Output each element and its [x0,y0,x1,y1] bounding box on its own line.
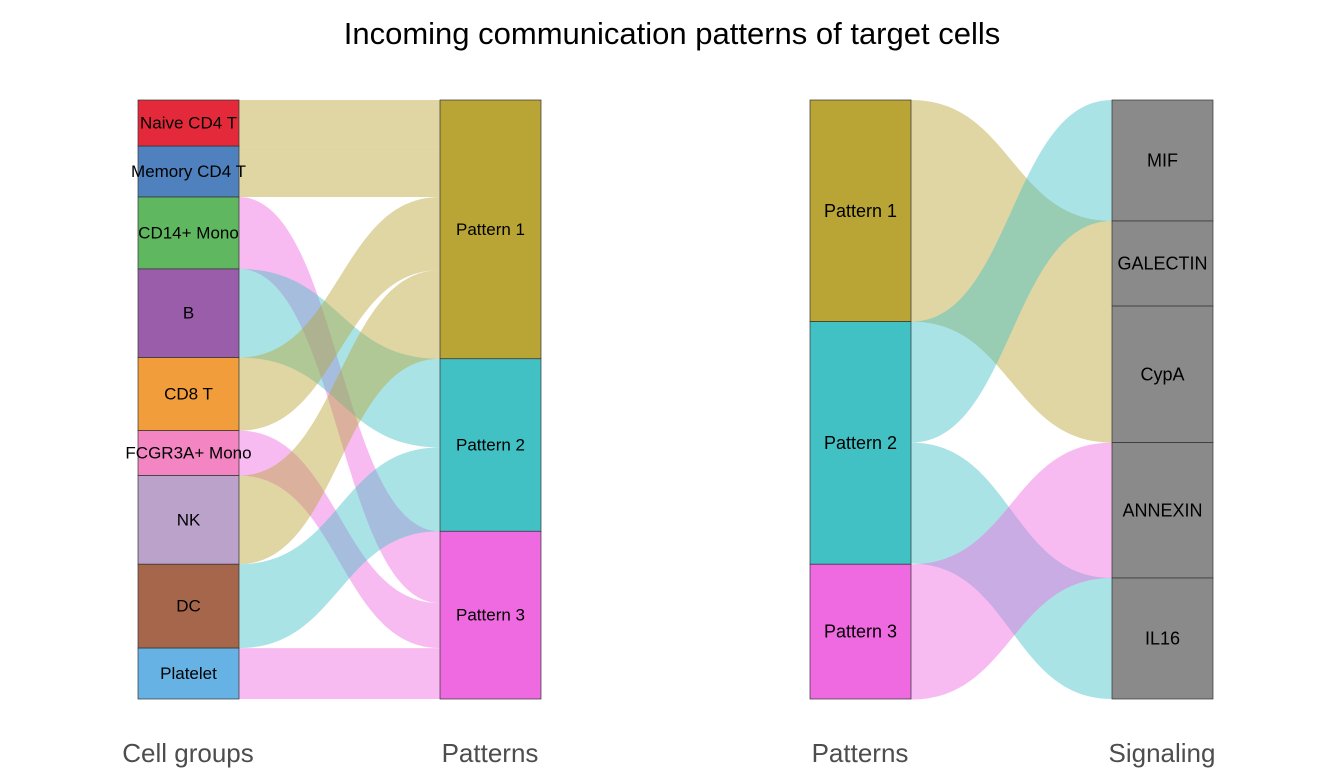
cell-group-platelet: Platelet [137,647,240,700]
left-pattern-2-label: Pattern 2 [456,436,525,455]
cell-group-nk-box [137,475,240,565]
signaling-cypa-label: CypA [1140,364,1184,384]
right-pattern-1-label: Pattern 1 [824,201,897,221]
left-flows-layer [239,100,440,699]
signaling-il16: IL16 [1111,577,1214,700]
signaling-cypa: CypA [1111,305,1214,443]
axis-label-cell-groups: Cell groups [122,738,254,768]
left-pattern-2: Pattern 2 [439,358,542,532]
flow-cd8-t-to-pattern-1 [239,197,440,431]
axis-label-signaling: Signaling [1108,738,1216,768]
cell-group-naive-cd4-t-label: Naive CD4 T [140,114,237,133]
cell-group-memory-cd4-t-label: Memory CD4 T [131,162,246,181]
cell-group-cd8-t-box [137,357,240,431]
signaling-cypa-box [1111,305,1214,443]
cell-group-dc: DC [137,563,240,649]
flow-platelet-to-pattern-3 [239,648,440,699]
flow-pattern-2-to-mif [911,100,1112,443]
cell-group-naive-cd4-t-box [137,99,240,147]
left-pattern-2-box [439,358,542,532]
cell-group-nk: NK [137,475,240,565]
cell-group-nk-label: NK [177,510,201,529]
flow-b-to-pattern-2 [239,268,440,448]
signaling-galectin-label: GALECTIN [1117,254,1207,274]
cell-group-dc-box [137,563,240,649]
signaling-annexin: ANNEXIN [1111,442,1214,579]
signaling-galectin: GALECTIN [1111,220,1214,307]
right-pattern-1: Pattern 1 [809,99,912,322]
cell-group-memory-cd4-t-box [137,145,240,198]
axis-label-patterns-left: Patterns [441,738,539,768]
signaling-annexin-box [1111,442,1214,579]
cell-group-b-box [137,268,240,358]
signaling-mif-box [1111,99,1214,222]
cell-group-cd8-t-label: CD8 T [164,385,213,404]
flow-memory-cd4-t-to-pattern-1 [239,146,440,198]
right-pattern-3: Pattern 3 [809,563,912,700]
cell-group-fcgr3a-mono-label: FCGR3A+ Mono [125,444,251,463]
page-title: Incoming communication patterns of targe… [343,16,1001,51]
flow-naive-cd4-t-to-pattern-1 [239,100,440,147]
cell-group-cd14-mono: CD14+ Mono [137,196,240,270]
axis-label-patterns-right: Patterns [811,738,909,768]
cell-group-memory-cd4-t: Memory CD4 T [131,145,246,198]
right-flows-layer [911,100,1112,700]
flow-pattern-1-to-cypa [911,185,1112,443]
cell-group-b: B [137,268,240,358]
flow-cd14-mono-to-pattern-3 [239,197,440,604]
signaling-mif: MIF [1111,99,1214,222]
cell-group-naive-cd4-t: Naive CD4 T [137,99,240,147]
flow-pattern-2-to-il16 [911,442,1112,699]
left-pattern-1-label: Pattern 1 [456,220,525,239]
right-pattern-2: Pattern 2 [809,321,912,565]
right-pattern-3-box [809,563,912,700]
cell-group-platelet-label: Platelet [160,664,217,683]
nodes-layer: Naive CD4 T Memory CD4 T CD14+ Mono B CD8 T F… [125,99,1214,700]
left-pattern-1-box [439,99,542,360]
signaling-mif-label: MIF [1147,150,1178,170]
right-pattern-1-box [809,99,912,322]
flow-fcgr3a-mono-to-pattern-3 [239,430,440,649]
signaling-il16-box [1111,577,1214,700]
cell-group-cd14-mono-label: CD14+ Mono [138,223,239,242]
flow-nk-to-pattern-1 [239,270,440,565]
flow-pattern-1-to-galectin [911,100,1112,307]
right-pattern-2-label: Pattern 2 [824,433,897,453]
right-pattern-3-label: Pattern 3 [824,622,897,642]
left-pattern-3-label: Pattern 3 [456,606,525,625]
signaling-il16-label: IL16 [1145,629,1180,649]
cell-group-platelet-box [137,647,240,700]
signaling-annexin-label: ANNEXIN [1122,500,1202,520]
cell-group-dc-label: DC [176,597,201,616]
cell-group-cd8-t: CD8 T [137,357,240,431]
signaling-galectin-box [1111,220,1214,307]
flow-dc-to-pattern-2 [239,447,440,649]
cell-group-fcgr3a-mono: FCGR3A+ Mono [125,430,252,476]
left-pattern-3: Pattern 3 [439,530,542,700]
left-pattern-3-box [439,530,542,700]
left-pattern-1: Pattern 1 [439,99,542,360]
flow-pattern-3-to-annexin [911,442,1112,700]
cell-group-b-label: B [183,304,194,323]
